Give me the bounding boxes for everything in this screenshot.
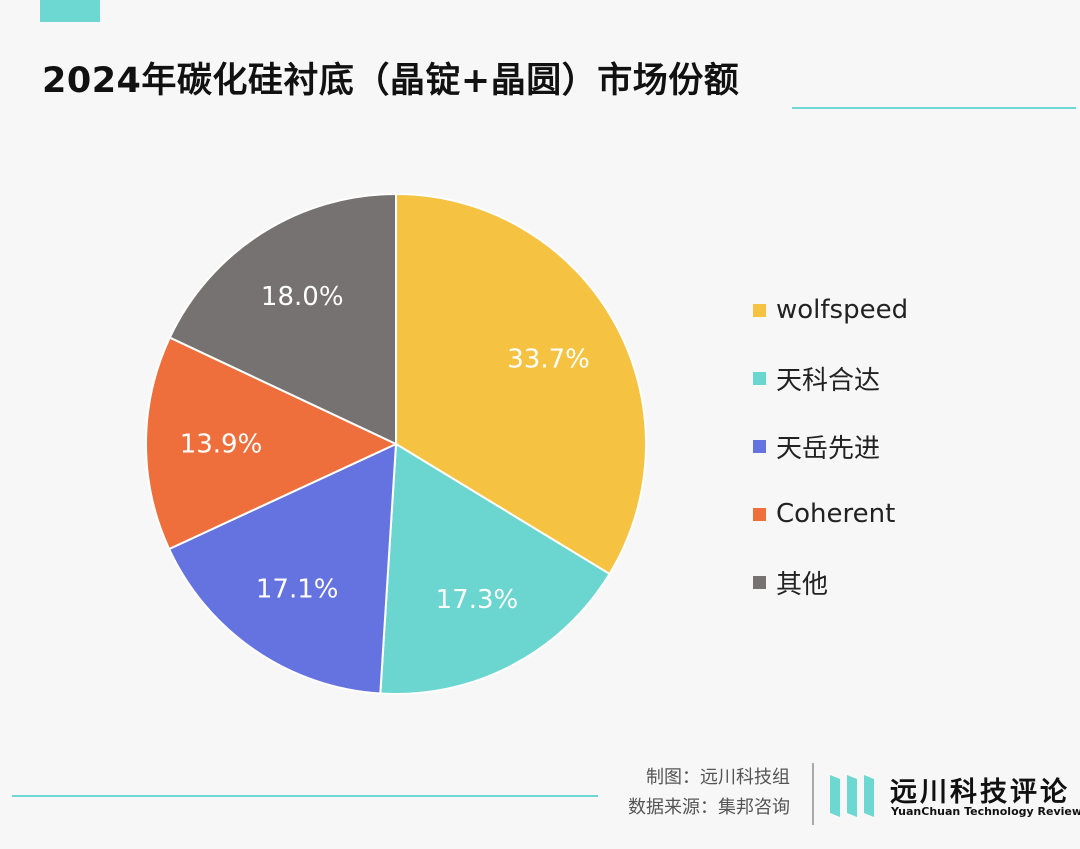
title-underline xyxy=(792,107,1076,109)
page-title: 2024年碳化硅衬底（晶锭+晶圆）市场份额 xyxy=(42,61,740,101)
legend-swatch-other xyxy=(753,575,766,589)
pie-slice-label-1: 17.3% xyxy=(436,585,519,615)
footer-divider xyxy=(812,763,814,825)
pie-slice-3 xyxy=(145,336,399,551)
pie-slice-label-2: 17.1% xyxy=(256,574,339,604)
legend-item-other: 其他 xyxy=(753,564,908,600)
source-line: 数据来源：集邦咨询 xyxy=(628,797,790,818)
pie-slice-4 xyxy=(168,192,397,446)
pie-slice-label-3: 13.9% xyxy=(180,429,263,459)
legend-item-coherent: Coherent xyxy=(753,496,908,532)
legend-item-tianyue: 天岳先进 xyxy=(753,428,908,464)
chart-legend: wolfspeed 天科合达 天岳先进 Coherent 其他 xyxy=(753,292,908,632)
pie-slice-0 xyxy=(395,192,647,576)
legend-item-tianke: 天科合达 xyxy=(753,360,908,396)
legend-swatch-tianke xyxy=(753,371,766,385)
legend-label-wolfspeed: wolfspeed xyxy=(776,295,909,325)
footer-rule xyxy=(12,795,598,797)
legend-swatch-coherent xyxy=(753,507,766,521)
legend-swatch-tianyue xyxy=(753,439,766,453)
credit-line: 制图：远川科技组 xyxy=(646,767,790,788)
legend-swatch-wolfspeed xyxy=(753,303,766,317)
brand-subtitle: YuanChuan Technology Review xyxy=(891,805,1080,818)
legend-label-tianyue: 天岳先进 xyxy=(776,433,881,464)
brand-name: 远川科技评论 xyxy=(890,777,1070,808)
legend-item-wolfspeed: wolfspeed xyxy=(753,292,908,328)
brand-logo-icon xyxy=(830,775,874,817)
legend-label-other: 其他 xyxy=(776,569,829,600)
pie-slice-2 xyxy=(167,442,398,695)
pie-slice-1 xyxy=(379,442,611,695)
legend-label-coherent: Coherent xyxy=(776,499,896,529)
pie-slice-label-0: 33.7% xyxy=(507,344,590,374)
legend-label-tianke: 天科合达 xyxy=(776,365,881,396)
credits: 制图：远川科技组 数据来源：集邦咨询 xyxy=(628,763,790,823)
accent-tab xyxy=(40,0,100,22)
pie-slice-label-4: 18.0% xyxy=(261,282,344,312)
